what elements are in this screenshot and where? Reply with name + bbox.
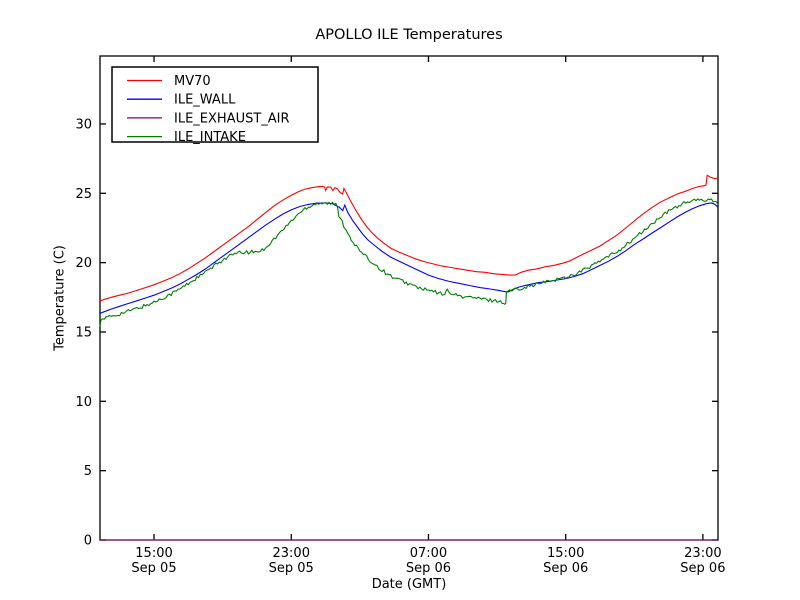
y-tick-label: 25 xyxy=(75,187,92,202)
y-tick-label: 30 xyxy=(75,117,92,132)
x-tick-label-date: Sep 06 xyxy=(406,561,451,576)
x-tick-label-time: 23:00 xyxy=(273,546,310,561)
y-tick-label: 5 xyxy=(84,464,92,479)
y-tick-label: 15 xyxy=(75,325,92,340)
series-mv70 xyxy=(99,174,719,302)
x-tick-label-date: Sep 06 xyxy=(680,561,725,576)
y-tick-label: 10 xyxy=(75,395,92,410)
y-tick-label: 20 xyxy=(75,256,92,271)
x-tick-label-time: 07:00 xyxy=(410,546,447,561)
x-tick-label-date: Sep 05 xyxy=(131,561,176,576)
series-ile_wall xyxy=(99,202,719,314)
x-tick-label-date: Sep 05 xyxy=(269,561,314,576)
series-ile_intake xyxy=(99,198,719,327)
legend-label-mv70: MV70 xyxy=(174,74,211,89)
legend-label-ile_exhaust_air: ILE_EXHAUST_AIR xyxy=(174,111,290,126)
x-tick-label-time: 15:00 xyxy=(547,546,584,561)
x-tick-label-time: 23:00 xyxy=(684,546,721,561)
legend-label-ile_intake: ILE_INTAKE xyxy=(174,130,246,145)
legend-label-ile_wall: ILE_WALL xyxy=(174,93,236,108)
x-tick-label-time: 15:00 xyxy=(135,546,172,561)
x-tick-label-date: Sep 06 xyxy=(543,561,588,576)
y-tick-label: 0 xyxy=(84,534,92,549)
legend-box xyxy=(111,66,319,143)
